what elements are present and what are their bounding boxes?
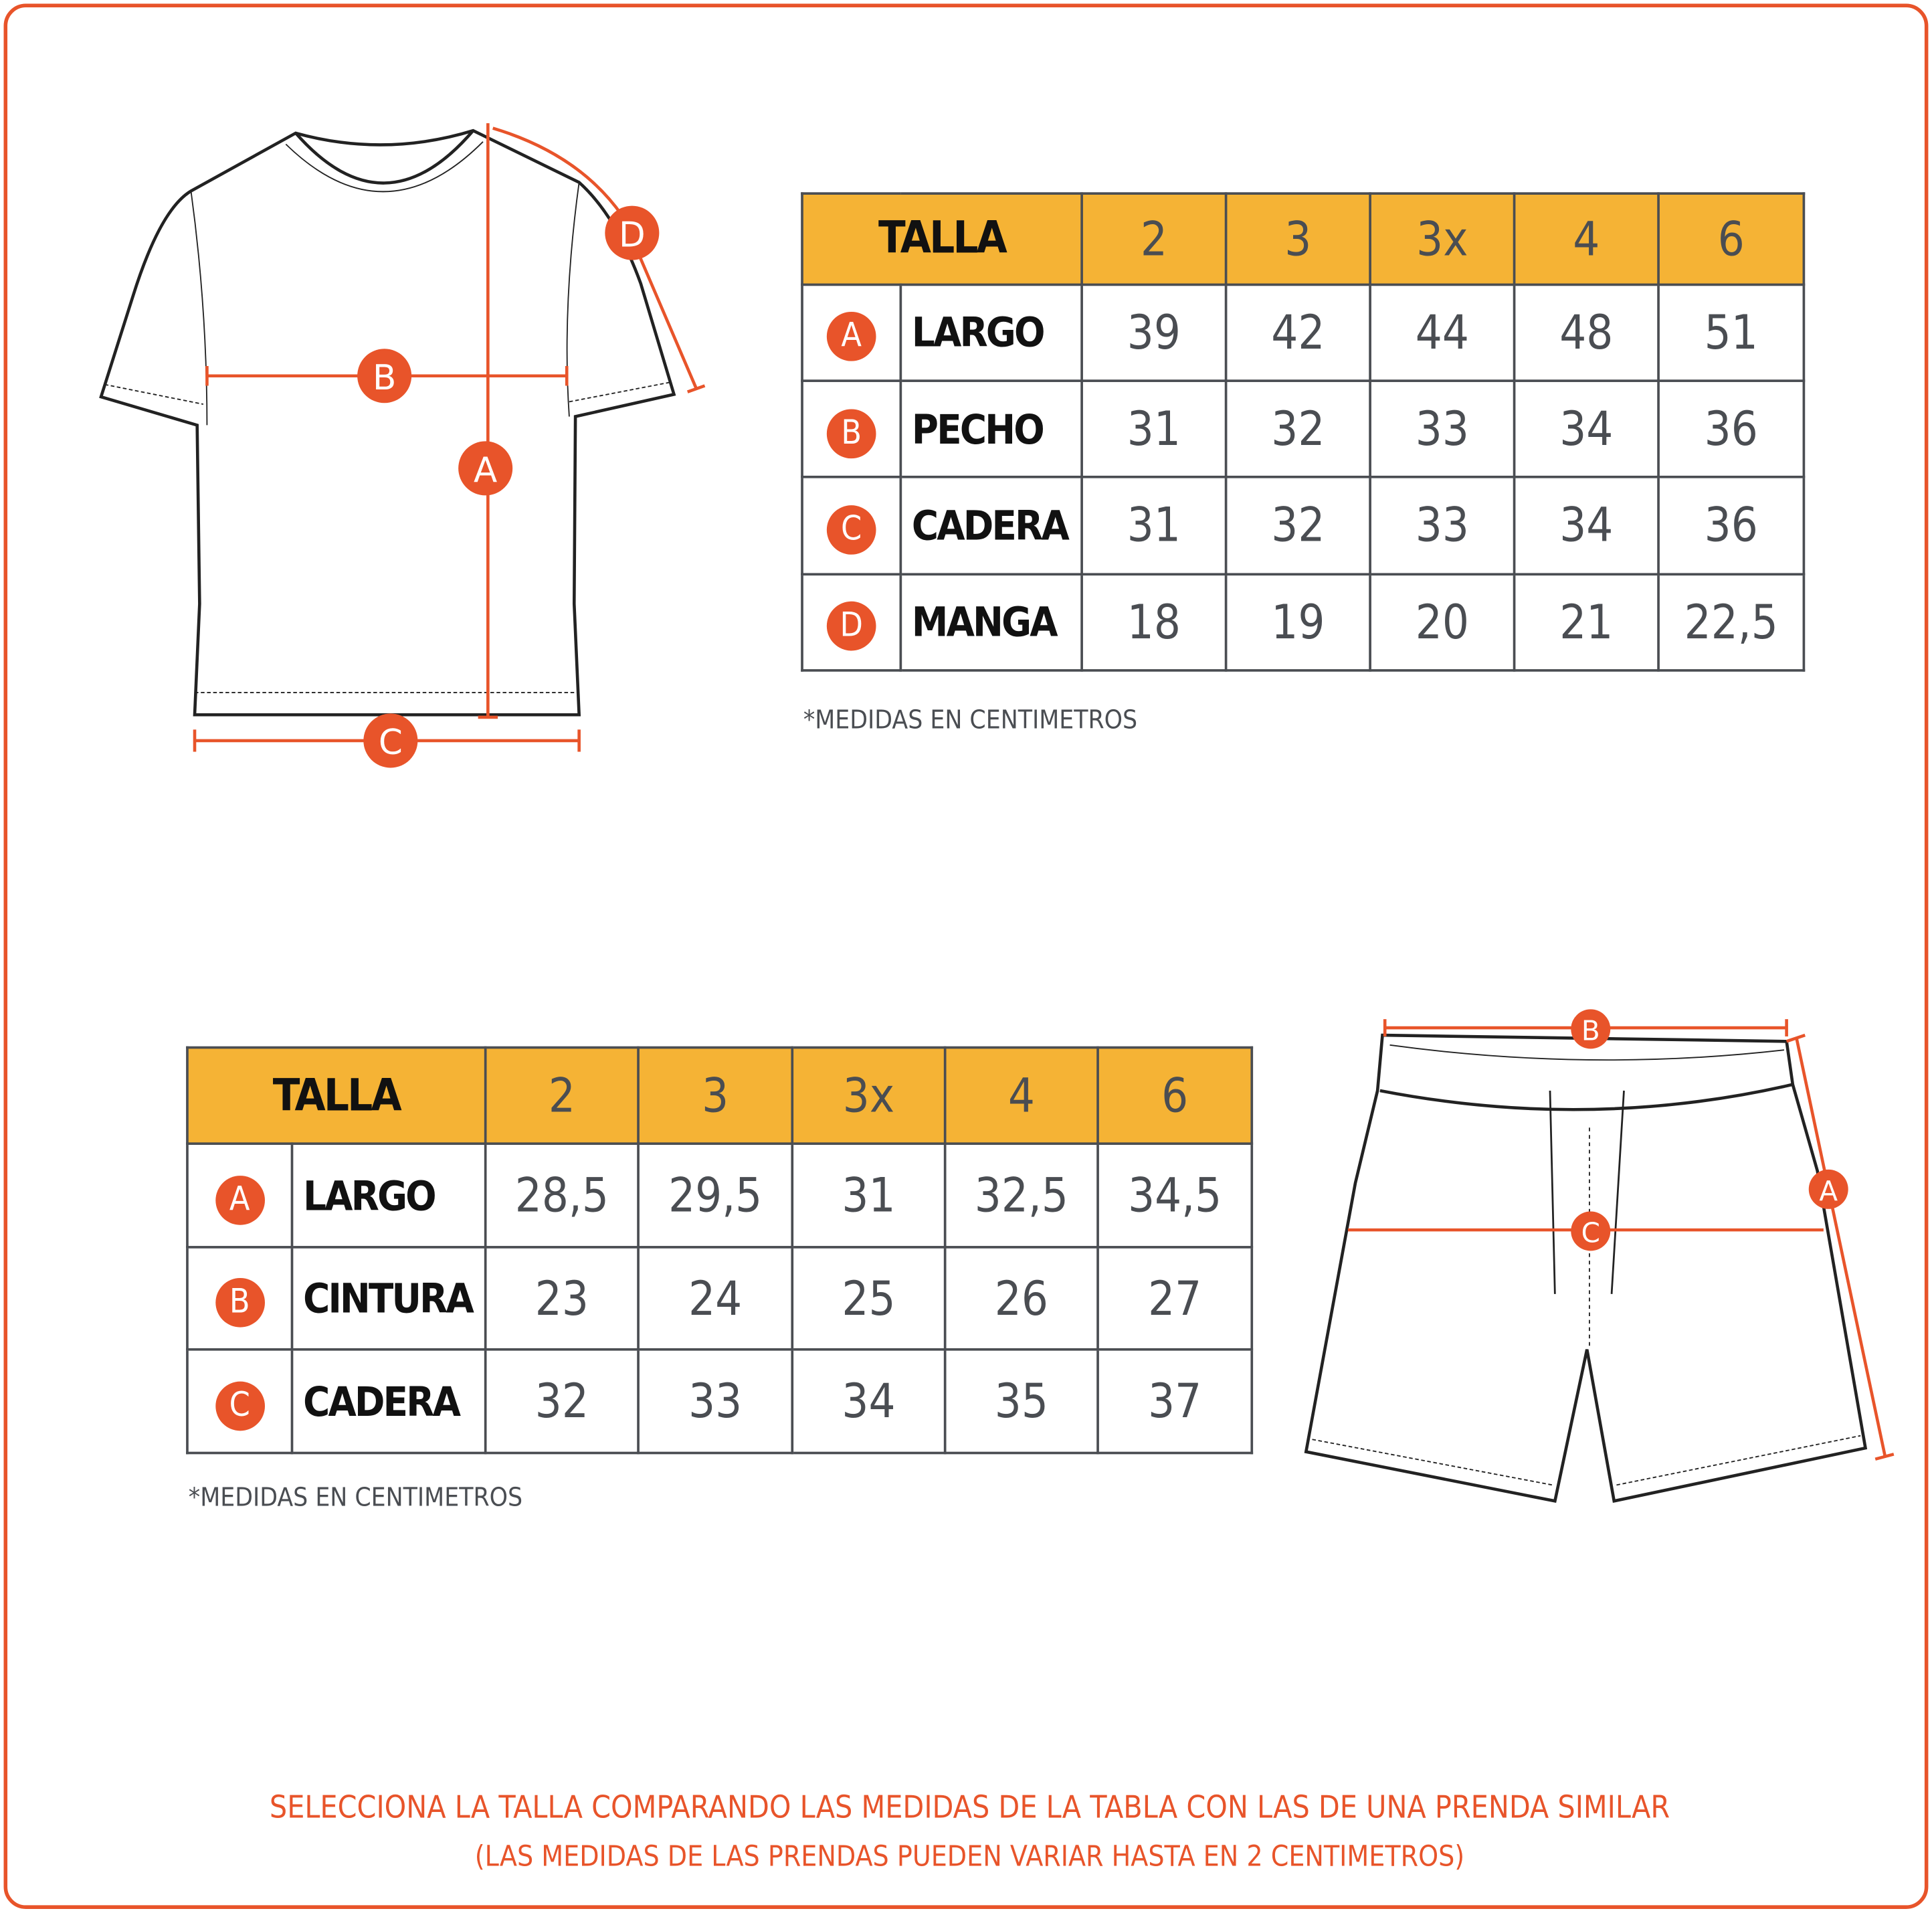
- measure-value: 20: [1369, 572, 1516, 672]
- page-border: [3, 3, 1929, 1909]
- marker-b: B: [1581, 1014, 1600, 1046]
- marker-c: C: [379, 723, 403, 763]
- marker-b: B: [373, 358, 396, 398]
- measure-value: 24: [637, 1245, 794, 1352]
- measure-value: 42: [1224, 282, 1371, 382]
- table-row: A LARGO 28,5 29,5 31 32,5 34,5: [186, 1143, 1254, 1249]
- measure-label: MANGA: [899, 572, 1083, 672]
- measure-value: 31: [1080, 379, 1228, 479]
- measure-value: 27: [1096, 1245, 1254, 1352]
- measure-value: 31: [1080, 476, 1228, 575]
- measure-value: 32: [1224, 476, 1371, 575]
- measure-badge: A: [215, 1175, 265, 1225]
- measure-value: 44: [1369, 282, 1516, 382]
- shirt-table-note: *MEDIDAS EN CENTIMETROS: [803, 705, 1138, 735]
- measure-value: 32: [1224, 379, 1371, 479]
- table-header-row: TALLA 2 3 3x 4 6: [801, 192, 1806, 286]
- measure-value: 48: [1513, 282, 1660, 382]
- measure-value: 33: [1369, 379, 1516, 479]
- table-row: B PECHO 31 32 33 34 36: [801, 379, 1806, 479]
- measure-value: 19: [1224, 572, 1371, 672]
- measure-value: 25: [791, 1245, 947, 1352]
- measure-value: 18: [1080, 572, 1228, 672]
- measure-label: CADERA: [899, 476, 1083, 575]
- measure-value: 39: [1080, 282, 1228, 382]
- measure-value: 35: [943, 1348, 1099, 1455]
- marker-a: A: [1819, 1175, 1838, 1207]
- marker-c: C: [1581, 1217, 1600, 1249]
- table-row: D MANGA 18 19 20 21 22,5: [801, 572, 1806, 672]
- measure-value: 26: [943, 1245, 1099, 1352]
- size-header: 3: [1224, 192, 1371, 286]
- size-header: 4: [943, 1046, 1099, 1146]
- measure-value: 37: [1096, 1348, 1254, 1455]
- shorts-illustration: [1304, 1033, 1868, 1504]
- table-row: B CINTURA 23 24 25 26 27: [186, 1245, 1254, 1352]
- measure-value: 23: [484, 1245, 640, 1352]
- measure-value: 33: [637, 1348, 794, 1455]
- shorts-table-note: *MEDIDAS EN CENTIMETROS: [188, 1482, 523, 1512]
- measure-label: LARGO: [290, 1143, 487, 1249]
- size-header: 3x: [791, 1046, 947, 1146]
- size-header: 2: [484, 1046, 640, 1146]
- measure-badge: C: [826, 505, 876, 555]
- footer-instruction: SELECCIONA LA TALLA COMPARANDO LAS MEDID…: [269, 1789, 1670, 1825]
- measure-label: PECHO: [899, 379, 1083, 479]
- shorts-marker-circles: [1571, 1009, 1848, 1251]
- measure-value: 34: [1513, 476, 1660, 575]
- tshirt-illustration: [99, 128, 676, 717]
- table-row: A LARGO 39 42 44 48 51: [801, 282, 1806, 382]
- table-header-row: TALLA 2 3 3x 4 6: [186, 1046, 1254, 1146]
- size-header: 4: [1513, 192, 1660, 286]
- measure-value: 22,5: [1657, 572, 1806, 672]
- table-row: C CADERA 32 33 34 35 37: [186, 1348, 1254, 1455]
- size-header: 3: [637, 1046, 794, 1146]
- footer-disclaimer: (LAS MEDIDAS DE LAS PRENDAS PUEDEN VARIA…: [474, 1841, 1465, 1874]
- measure-value: 34: [791, 1348, 947, 1455]
- measure-badge: B: [215, 1278, 265, 1328]
- talla-header: TALLA: [801, 192, 1083, 286]
- measure-badge: A: [826, 312, 876, 362]
- measure-value: 36: [1657, 476, 1806, 575]
- size-header: 2: [1080, 192, 1228, 286]
- measure-value: 34: [1513, 379, 1660, 479]
- table-row: C CADERA 31 32 33 34 36: [801, 476, 1806, 575]
- measure-value: 51: [1657, 282, 1806, 382]
- measure-label: CADERA: [290, 1348, 487, 1455]
- measure-value: 28,5: [484, 1143, 640, 1249]
- size-header: 3x: [1369, 192, 1516, 286]
- talla-header: TALLA: [186, 1046, 487, 1146]
- size-header: 6: [1096, 1046, 1254, 1146]
- measure-value: 32: [484, 1348, 640, 1455]
- measure-badge: C: [215, 1381, 265, 1431]
- measure-value: 31: [791, 1143, 947, 1249]
- shirt-size-table: TALLA 2 3 3x 4 6 A LARGO 39 42 44 48 51 B PECHO 31 32 33 3…: [801, 192, 1806, 672]
- shorts-size-table: TALLA 2 3 3x 4 6 A LARGO 28,5 29,5 31 32,5 34,5 B CINT…: [186, 1046, 1254, 1455]
- measure-badge: D: [826, 602, 876, 652]
- measure-value: 29,5: [637, 1143, 794, 1249]
- measure-value: 36: [1657, 379, 1806, 479]
- measure-value: 33: [1369, 476, 1516, 575]
- measure-label: LARGO: [899, 282, 1083, 382]
- measure-value: 34,5: [1096, 1143, 1254, 1249]
- shirt-marker-circles: [357, 205, 660, 768]
- measure-badge: B: [826, 408, 876, 458]
- marker-d: D: [619, 215, 646, 255]
- measure-label: CINTURA: [290, 1245, 487, 1352]
- size-header: 6: [1657, 192, 1806, 286]
- measure-value: 21: [1513, 572, 1660, 672]
- measure-value: 32,5: [943, 1143, 1099, 1249]
- marker-a: A: [474, 450, 497, 490]
